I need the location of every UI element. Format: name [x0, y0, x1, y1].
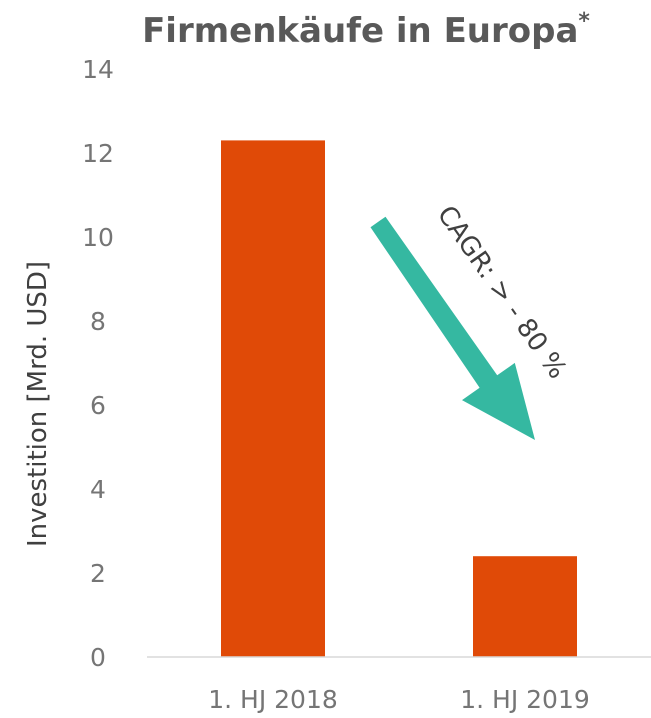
y-axis-ticks: 0 2 4 6 8 10 12 14 — [82, 55, 114, 672]
bar — [221, 140, 325, 657]
y-tick-label: 6 — [90, 391, 106, 420]
bar — [473, 556, 577, 657]
y-tick-label: 10 — [82, 223, 114, 252]
y-tick-label: 8 — [90, 307, 106, 336]
y-tick-label: 0 — [90, 643, 106, 672]
chart-title-superscript: * — [578, 9, 590, 34]
y-tick-label: 4 — [90, 475, 106, 504]
cagr-annotation-label: CAGR: > - 80 % — [431, 200, 572, 384]
trend-arrow — [370, 216, 535, 440]
y-tick-label: 14 — [82, 55, 114, 84]
chart-title-text: Firmenkäufe in Europa — [142, 11, 578, 51]
x-tick-label: 1. HJ 2019 — [460, 685, 590, 714]
x-axis-ticks: 1. HJ 2018 1. HJ 2019 — [208, 685, 590, 714]
y-axis-label: Investition [Mrd. USD] — [23, 261, 53, 547]
cagr-annotation: CAGR: > - 80 % — [370, 200, 572, 440]
chart-title: Firmenkäufe in Europa* — [142, 9, 590, 51]
x-tick-label: 1. HJ 2018 — [208, 685, 338, 714]
bars — [221, 140, 577, 657]
y-tick-label: 12 — [82, 139, 114, 168]
y-tick-label: 2 — [90, 559, 106, 588]
